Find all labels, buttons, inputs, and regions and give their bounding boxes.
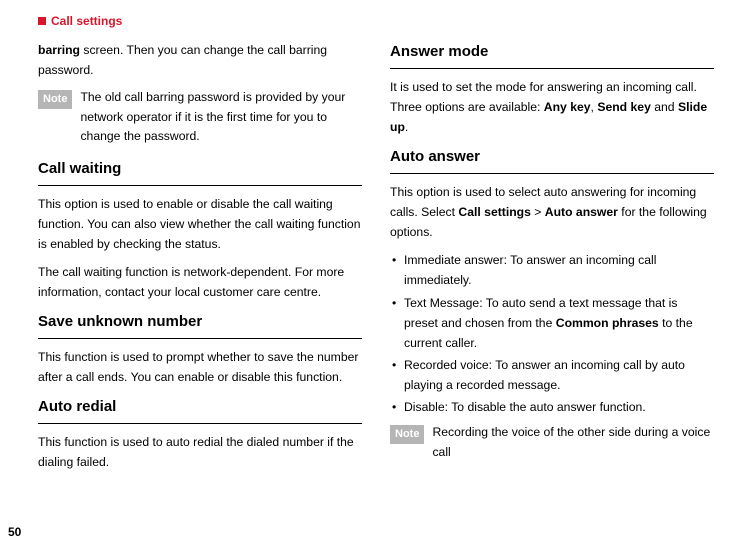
heading-answer-mode: Answer mode (390, 40, 714, 69)
note-badge: Note (38, 90, 72, 109)
list-item: • Text Message: To auto send a text mess… (390, 293, 714, 353)
note-badge: Note (390, 425, 424, 444)
list-item: • Disable: To disable the auto answer fu… (390, 397, 714, 417)
list-item: • Immediate answer: To answer an incomin… (390, 250, 714, 290)
b2-bold: Common phrases (556, 316, 659, 330)
call-waiting-p1: This option is used to enable or disable… (38, 194, 362, 254)
heading-call-waiting: Call waiting (38, 157, 362, 186)
auto-redial-p: This function is used to auto redial the… (38, 432, 362, 472)
header-title: Call settings (51, 14, 122, 28)
save-unknown-p: This function is used to prompt whether … (38, 347, 362, 387)
intro-paragraph: barring screen. Then you can change the … (38, 40, 362, 80)
bullet-text: Disable: To disable the auto answer func… (404, 397, 714, 417)
header-square-icon (38, 17, 46, 25)
am-end: . (405, 120, 408, 134)
heading-auto-answer: Auto answer (390, 145, 714, 174)
left-column: barring screen. Then you can change the … (38, 40, 362, 480)
am-b2: Send key (597, 100, 651, 114)
list-item: • Recorded voice: To answer an incoming … (390, 355, 714, 395)
bullet-dot-icon: • (390, 397, 404, 417)
note-block: Note The old call barring password is pr… (38, 88, 362, 147)
bullet-text: Text Message: To auto send a text messag… (404, 293, 714, 353)
heading-save-unknown: Save unknown number (38, 310, 362, 339)
bullet-dot-icon: • (390, 250, 404, 290)
right-column: Answer mode It is used to set the mode f… (390, 40, 714, 480)
note-text: The old call barring password is provide… (80, 88, 362, 147)
heading-auto-redial: Auto redial (38, 395, 362, 424)
am-sep2: and (651, 100, 678, 114)
content-columns: barring screen. Then you can change the … (38, 40, 714, 480)
page-number: 50 (8, 525, 21, 539)
auto-answer-p: This option is used to select auto answe… (390, 182, 714, 242)
aa-b2: Auto answer (545, 205, 618, 219)
bullet-list: • Immediate answer: To answer an incomin… (390, 250, 714, 417)
note-block: Note Recording the voice of the other si… (390, 423, 714, 462)
page-header: Call settings (38, 14, 714, 28)
aa-gt: > (531, 205, 545, 219)
am-b1: Any key (544, 100, 591, 114)
bullet-dot-icon: • (390, 293, 404, 353)
aa-b1: Call settings (458, 205, 530, 219)
answer-mode-p: It is used to set the mode for answering… (390, 77, 714, 137)
intro-rest: screen. Then you can change the call bar… (38, 43, 327, 77)
bullet-text: Recorded voice: To answer an incoming ca… (404, 355, 714, 395)
note-text: Recording the voice of the other side du… (432, 423, 714, 462)
bullet-dot-icon: • (390, 355, 404, 395)
intro-bold: barring (38, 43, 80, 57)
bullet-text: Immediate answer: To answer an incoming … (404, 250, 714, 290)
call-waiting-p2: The call waiting function is network-dep… (38, 262, 362, 302)
